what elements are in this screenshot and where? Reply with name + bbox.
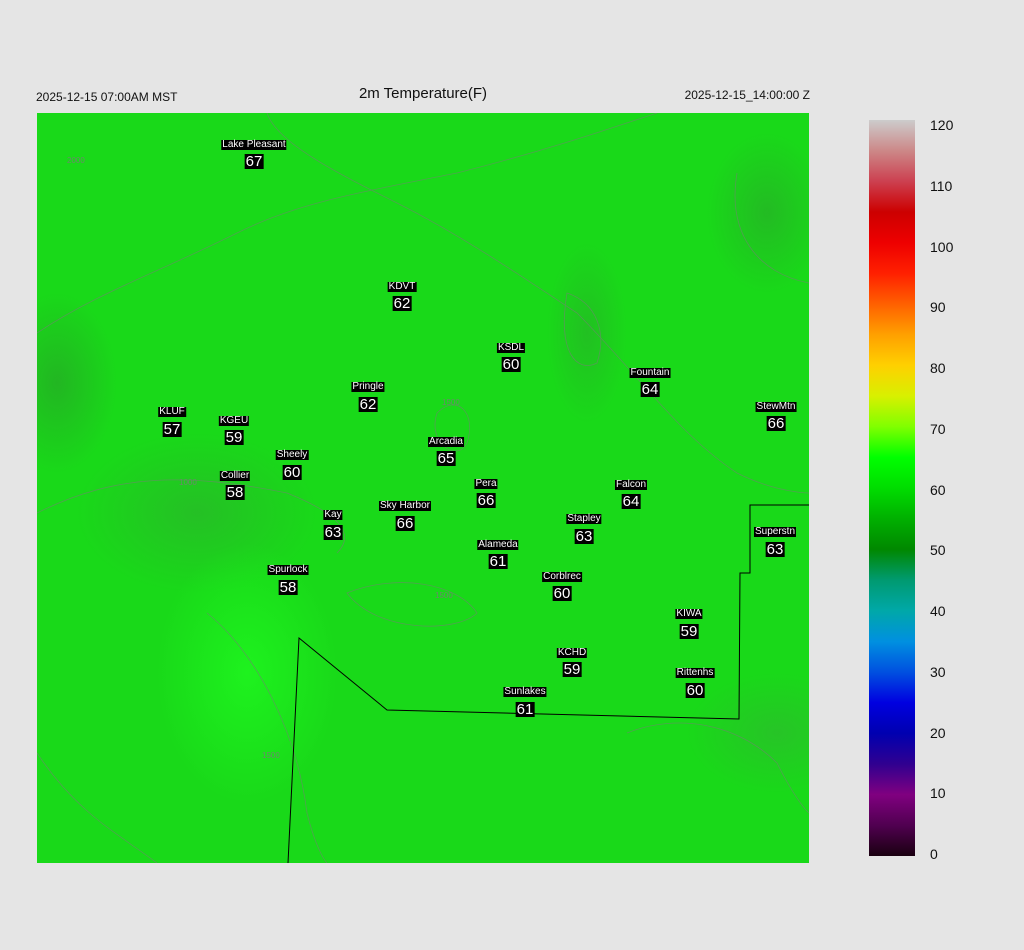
colorbar-tick: 120 <box>930 117 954 133</box>
contour-label: 1500 <box>435 591 453 600</box>
station-name: KSDL <box>496 342 526 353</box>
station-name: Sunlakes <box>503 686 547 697</box>
station-temp: 58 <box>278 579 298 596</box>
station-temp: 65 <box>436 450 456 467</box>
map-title: 2m Temperature(F) <box>358 85 488 102</box>
local-time: 2025-12-15 07:00AM MST <box>36 90 178 104</box>
station-name: Kay <box>323 509 343 520</box>
station-name: Spurlock <box>267 564 309 575</box>
station-temp: 64 <box>621 493 641 510</box>
station-name: Falcon <box>614 479 648 490</box>
station-temp: 63 <box>574 528 594 545</box>
station-name: Rittenhs <box>675 667 715 678</box>
contour-label: 2000 <box>67 156 85 165</box>
station-name: Lake Pleasant <box>221 139 287 150</box>
station-temp: 60 <box>685 682 705 699</box>
colorbar-tick: 100 <box>930 238 954 255</box>
station-temp: 59 <box>562 661 582 678</box>
colorbar-tick: 30 <box>930 663 946 680</box>
station-temp: 58 <box>225 484 245 501</box>
station-name: KGEU <box>218 415 250 426</box>
station-temp: 61 <box>515 701 535 718</box>
station-temp: 63 <box>765 541 785 558</box>
county-boundary <box>287 504 809 863</box>
colorbar-tick: 110 <box>930 177 953 194</box>
colorbar-tick: 80 <box>930 360 946 376</box>
station-name: Pringle <box>351 381 385 392</box>
station-name: StewMtn <box>755 401 797 412</box>
station-name: KLUF <box>158 406 186 417</box>
colorbar-tick: 60 <box>930 481 946 498</box>
station-temp: 63 <box>323 524 343 541</box>
station-name: Fountain <box>629 367 671 378</box>
temperature-map: 2000 1000 1500 1500 1500 Lake Pleasant 67… <box>37 113 809 863</box>
station-temp: 60 <box>282 464 302 481</box>
colorbar-tick: 70 <box>930 420 946 437</box>
station-name: KDVT <box>387 281 417 292</box>
utc-time: 2025-12-15_14:00:00 Z <box>684 88 810 102</box>
station-temp: 60 <box>552 585 572 602</box>
station-temp: 64 <box>640 381 660 398</box>
station-name: Stapley <box>566 513 602 524</box>
colorbar-tick: 10 <box>930 785 946 802</box>
station-name: Arcadia <box>428 436 464 447</box>
station-temp: 60 <box>501 356 521 373</box>
station-temp: 61 <box>488 553 508 570</box>
station-name: Alameda <box>477 539 519 550</box>
station-temp: 62 <box>392 295 412 312</box>
station-name: KCHD <box>556 647 588 658</box>
station-name: Corblrec <box>542 571 582 582</box>
station-temp: 66 <box>476 492 496 509</box>
station-name: Pera <box>474 478 498 489</box>
station-temp: 66 <box>395 515 415 532</box>
contour-label: 1500 <box>442 398 460 407</box>
station-temp: 59 <box>679 623 699 640</box>
station-temp: 57 <box>162 421 182 438</box>
station-temp: 67 <box>244 153 264 170</box>
station-temp: 62 <box>358 396 378 413</box>
colorbar-tick: 50 <box>930 542 946 559</box>
station-name: Collier <box>219 470 251 481</box>
contour-label: 1000 <box>179 478 197 487</box>
colorbar-tick: 0 <box>930 846 938 862</box>
station-temp: 66 <box>766 415 786 432</box>
colorbar-tick: 20 <box>930 724 946 741</box>
station-name: Superstn <box>753 526 797 537</box>
station-temp: 59 <box>224 429 244 446</box>
map-overlay: 2000 1000 1500 1500 1500 <box>37 113 809 863</box>
station-name: Sheely <box>275 449 309 460</box>
colorbar <box>869 120 915 856</box>
colorbar-tick: 40 <box>930 603 946 619</box>
station-name: Sky Harbor <box>378 500 432 511</box>
colorbar-tick: 90 <box>930 299 946 316</box>
contour-label: 1500 <box>262 751 280 760</box>
terrain-contours <box>37 113 809 863</box>
station-name: KIWA <box>675 608 703 619</box>
